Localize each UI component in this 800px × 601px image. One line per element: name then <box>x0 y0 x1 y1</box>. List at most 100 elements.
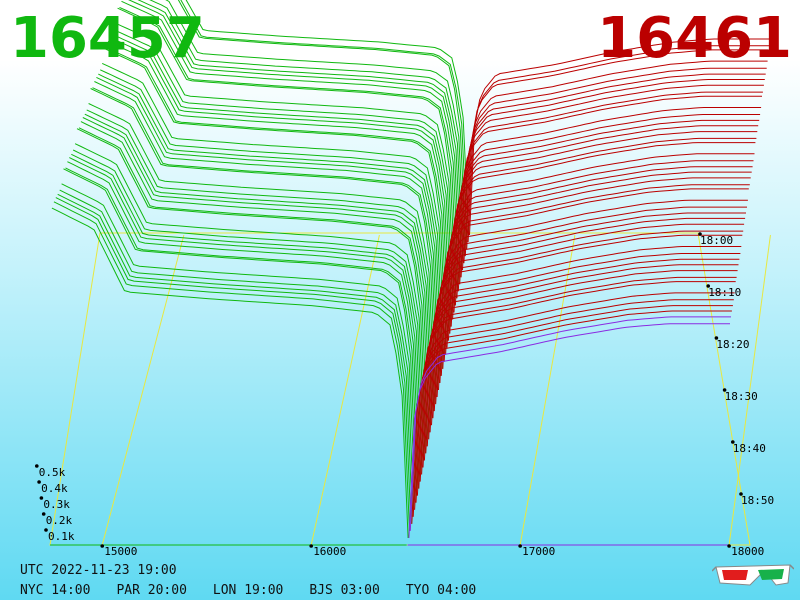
ask-depth-line <box>428 230 744 440</box>
ask-depth-line <box>464 60 768 257</box>
bid-depth-line <box>96 76 441 376</box>
time-tick-mark <box>714 336 719 340</box>
time-tick-mark <box>739 492 743 496</box>
ask-depth-line <box>414 299 734 510</box>
ask-depth-line <box>452 119 760 320</box>
ask-depth-line <box>442 166 753 369</box>
ask-depth-line <box>415 292 735 503</box>
frame-gridline <box>519 234 576 546</box>
bid-depth-line <box>72 149 425 461</box>
ask-depth-line <box>443 160 754 362</box>
ask-depth-line <box>469 38 771 236</box>
timezone-list: NYC 14:00 PAR 20:00 LON 19:00 BJS 03:00 TYO … <box>20 581 502 601</box>
bid-depth-line <box>180 0 468 243</box>
x-tick-mark <box>100 544 105 548</box>
bid-depth-line <box>63 168 418 496</box>
ask-depth-line <box>422 258 740 468</box>
depth-lines <box>50 0 771 546</box>
y-tick-label: 0.2k <box>46 514 73 527</box>
x-tick-label: 16000 <box>313 545 346 558</box>
y-tick-label: 0.5k <box>39 466 66 479</box>
axis-labels: 15000 16000 17000 18000 0.1k 0.2k 0.3k 0.4k 0.5k… <box>35 232 774 558</box>
bid-depth-line <box>109 36 451 327</box>
y-tick-mark <box>37 480 41 484</box>
bid-depth-line <box>165 0 465 257</box>
bid-depth-line <box>57 193 413 517</box>
x-tick-label: 15000 <box>104 545 137 558</box>
y-tick-mark <box>41 512 46 516</box>
timezone-lon: LON 19:00 <box>212 583 284 598</box>
x-tick-mark <box>727 544 731 548</box>
bid-depth-line <box>105 47 449 341</box>
timezone-bjs: BJS 03:00 <box>309 583 380 598</box>
ask-depth-line <box>447 137 757 341</box>
bid-depth-line <box>90 88 437 398</box>
ask-depth-line <box>421 264 739 475</box>
bid-depth-line <box>59 189 415 510</box>
x-tick-label: 18000 <box>731 545 764 558</box>
bid-depth-line <box>185 0 470 236</box>
bid-depth-line <box>69 157 422 475</box>
timezone-tyo: TYO 04:00 <box>405 583 477 598</box>
bid-depth-line <box>113 29 454 313</box>
bid-depth-line <box>137 0 463 271</box>
ask-depth-line <box>450 125 759 327</box>
time-tick-mark <box>706 284 710 288</box>
time-tick-label: 18:10 <box>708 286 741 299</box>
y-tick-mark <box>44 528 48 532</box>
bid-depth-line <box>71 153 423 468</box>
bid-depth-line <box>67 161 420 482</box>
bid-depth-line <box>92 87 439 391</box>
timezone-nyc: NYC 14:00 <box>20 583 91 598</box>
time-tick-label: 18:20 <box>716 338 749 351</box>
ask-depth-line <box>456 95 762 299</box>
ask-depth-line <box>438 184 750 391</box>
bid-depth-line <box>94 81 440 384</box>
bid-depth-line <box>99 69 444 362</box>
ask-depth-line <box>419 270 738 482</box>
time-tick-mark <box>722 388 727 392</box>
ask-depth-line <box>466 49 769 250</box>
timezone-par: PAR 20:00 <box>116 583 187 598</box>
y-tick-mark <box>35 464 39 468</box>
ask-depth-line <box>409 316 731 531</box>
time-tick-label: 18:30 <box>725 390 758 403</box>
frame-gridline <box>728 234 771 546</box>
ask-depth-line <box>453 114 761 313</box>
ask-depth-line <box>433 206 747 412</box>
bid-depth-line <box>74 143 426 454</box>
time-info: UTC 2022-11-23 19:00 NYC 14:00 PAR 20:00 L… <box>20 561 502 601</box>
ask-depth-line <box>429 223 745 433</box>
ask-depth-line <box>457 91 763 292</box>
bid-depth-line <box>117 7 457 299</box>
ask-depth-line <box>431 217 746 426</box>
bid-depth-line <box>149 0 464 264</box>
utc-time: UTC 2022-11-23 19:00 <box>20 563 177 578</box>
ask-depth-line <box>449 131 758 334</box>
ask-depth-line <box>412 305 733 517</box>
ask-depth-line <box>467 45 770 243</box>
bid-depth-line <box>78 127 429 440</box>
bid-depth-line <box>103 47 447 348</box>
bid-depth-line <box>84 113 433 419</box>
ask-depth-line <box>436 188 749 398</box>
time-tick-label: 18:40 <box>733 442 766 455</box>
bid-depth-line <box>76 128 427 447</box>
y-tick-label: 0.1k <box>48 530 75 543</box>
3d-glasses-icon[interactable] <box>712 561 794 589</box>
bid-depth-line <box>177 0 467 250</box>
ask-depth-line <box>425 246 742 454</box>
bid-depth-line <box>53 201 410 531</box>
y-tick-label: 0.3k <box>43 498 70 511</box>
time-tick-mark <box>698 232 702 236</box>
ask-depth-line <box>459 84 764 285</box>
bid-depth-line <box>61 183 416 503</box>
time-tick-label: 18:50 <box>741 494 774 507</box>
x-tick-label: 17000 <box>522 545 555 558</box>
y-tick-label: 0.4k <box>41 482 68 495</box>
bid-depth-line <box>119 6 458 292</box>
ask-depth-line <box>446 142 756 348</box>
ask-depth-line <box>408 323 730 539</box>
ask-depth-line <box>435 199 748 405</box>
ask-depth-line <box>411 310 732 524</box>
